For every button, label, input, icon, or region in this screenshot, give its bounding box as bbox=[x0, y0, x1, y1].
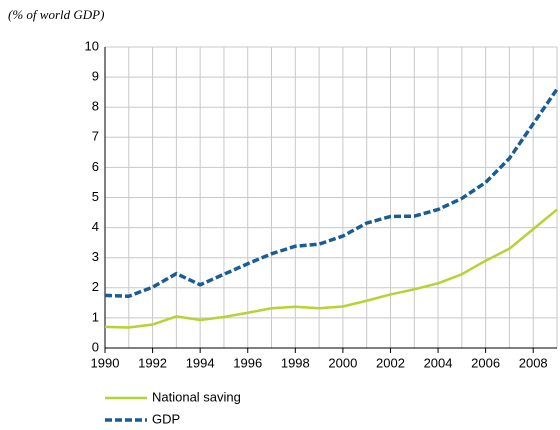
x-tick-label: 1992 bbox=[138, 355, 167, 370]
x-tick-label: 1994 bbox=[186, 355, 215, 370]
y-tick-label: 5 bbox=[92, 189, 99, 204]
chart-subtitle: (% of world GDP) bbox=[8, 7, 104, 22]
x-tick-label: 1998 bbox=[281, 355, 310, 370]
y-tick-label: 8 bbox=[92, 99, 99, 114]
line-series bbox=[104, 88, 559, 298]
y-tick-label: 6 bbox=[92, 159, 99, 174]
x-tick-label: 1990 bbox=[91, 355, 120, 370]
x-tick-label: 2006 bbox=[471, 355, 500, 370]
y-tick-label: 0 bbox=[92, 339, 99, 354]
x-tick-label: 1996 bbox=[233, 355, 262, 370]
y-tick-label: 2 bbox=[92, 279, 99, 294]
y-tick-label: 9 bbox=[92, 69, 99, 84]
y-tick-label: 4 bbox=[92, 219, 99, 234]
x-tick-label: 2008 bbox=[519, 355, 548, 370]
y-tick-label: 7 bbox=[92, 129, 99, 144]
line-series bbox=[104, 208, 558, 329]
y-tick-label: 10 bbox=[85, 38, 99, 53]
y-tick-label: 3 bbox=[92, 249, 99, 264]
x-tick-label: 2004 bbox=[424, 355, 453, 370]
legend-label: National saving bbox=[152, 389, 241, 404]
y-tick-label: 1 bbox=[92, 309, 99, 324]
legend-label: GDP bbox=[152, 411, 180, 426]
x-tick-label: 2002 bbox=[376, 355, 405, 370]
x-tick-label: 2000 bbox=[328, 355, 357, 370]
